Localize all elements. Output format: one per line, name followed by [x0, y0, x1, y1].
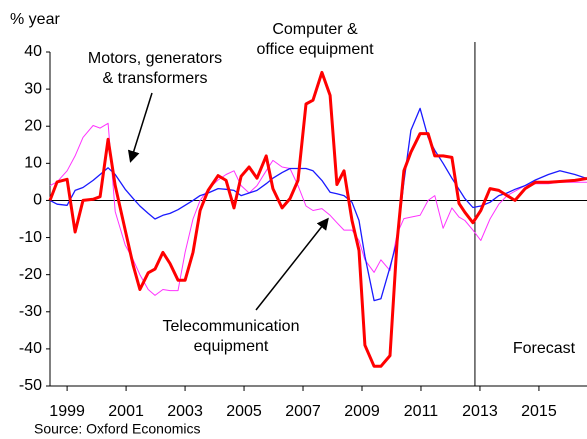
series-line	[48, 70, 587, 368]
x-tick-label: 2003	[167, 403, 203, 420]
y-tick-label: 10	[24, 155, 42, 172]
annotation: equipment	[194, 338, 269, 355]
x-tick-label: 2009	[344, 403, 380, 420]
y-tick-label: 30	[24, 80, 42, 97]
annotation: Telecommunication	[163, 318, 300, 335]
annotation: & transformers	[103, 70, 208, 87]
arrow	[127, 92, 153, 163]
arrow	[255, 217, 329, 311]
x-tick-label: 2001	[108, 403, 144, 420]
x-tick-label: 2015	[521, 403, 557, 420]
annotation: Computer &	[272, 21, 358, 38]
x-tick-label: 1999	[49, 403, 85, 420]
annotation: office equipment	[256, 41, 374, 58]
annotation: Forecast	[513, 340, 576, 357]
y-tick-label: -20	[19, 266, 42, 283]
y-tick-label: 0	[33, 192, 42, 209]
x-tick-label: 2007	[285, 403, 321, 420]
y-tick-label: 20	[24, 117, 42, 134]
y-tick-label: -10	[19, 229, 42, 246]
x-tick-label: 2013	[462, 403, 498, 420]
series-line	[49, 122, 587, 296]
x-tick-label: 2005	[226, 403, 262, 420]
y-tick-label: -30	[19, 303, 42, 320]
y-tick-label: 40	[24, 43, 42, 60]
series-line	[49, 107, 587, 302]
x-tick-label: 2011	[404, 403, 439, 420]
annotation: Motors, generators	[88, 50, 222, 67]
y-tick-label: -40	[19, 340, 42, 357]
source: Source: Oxford Economics	[34, 421, 201, 437]
y-tick-label: -50	[19, 377, 42, 394]
y-axis-label: % year	[10, 11, 60, 28]
